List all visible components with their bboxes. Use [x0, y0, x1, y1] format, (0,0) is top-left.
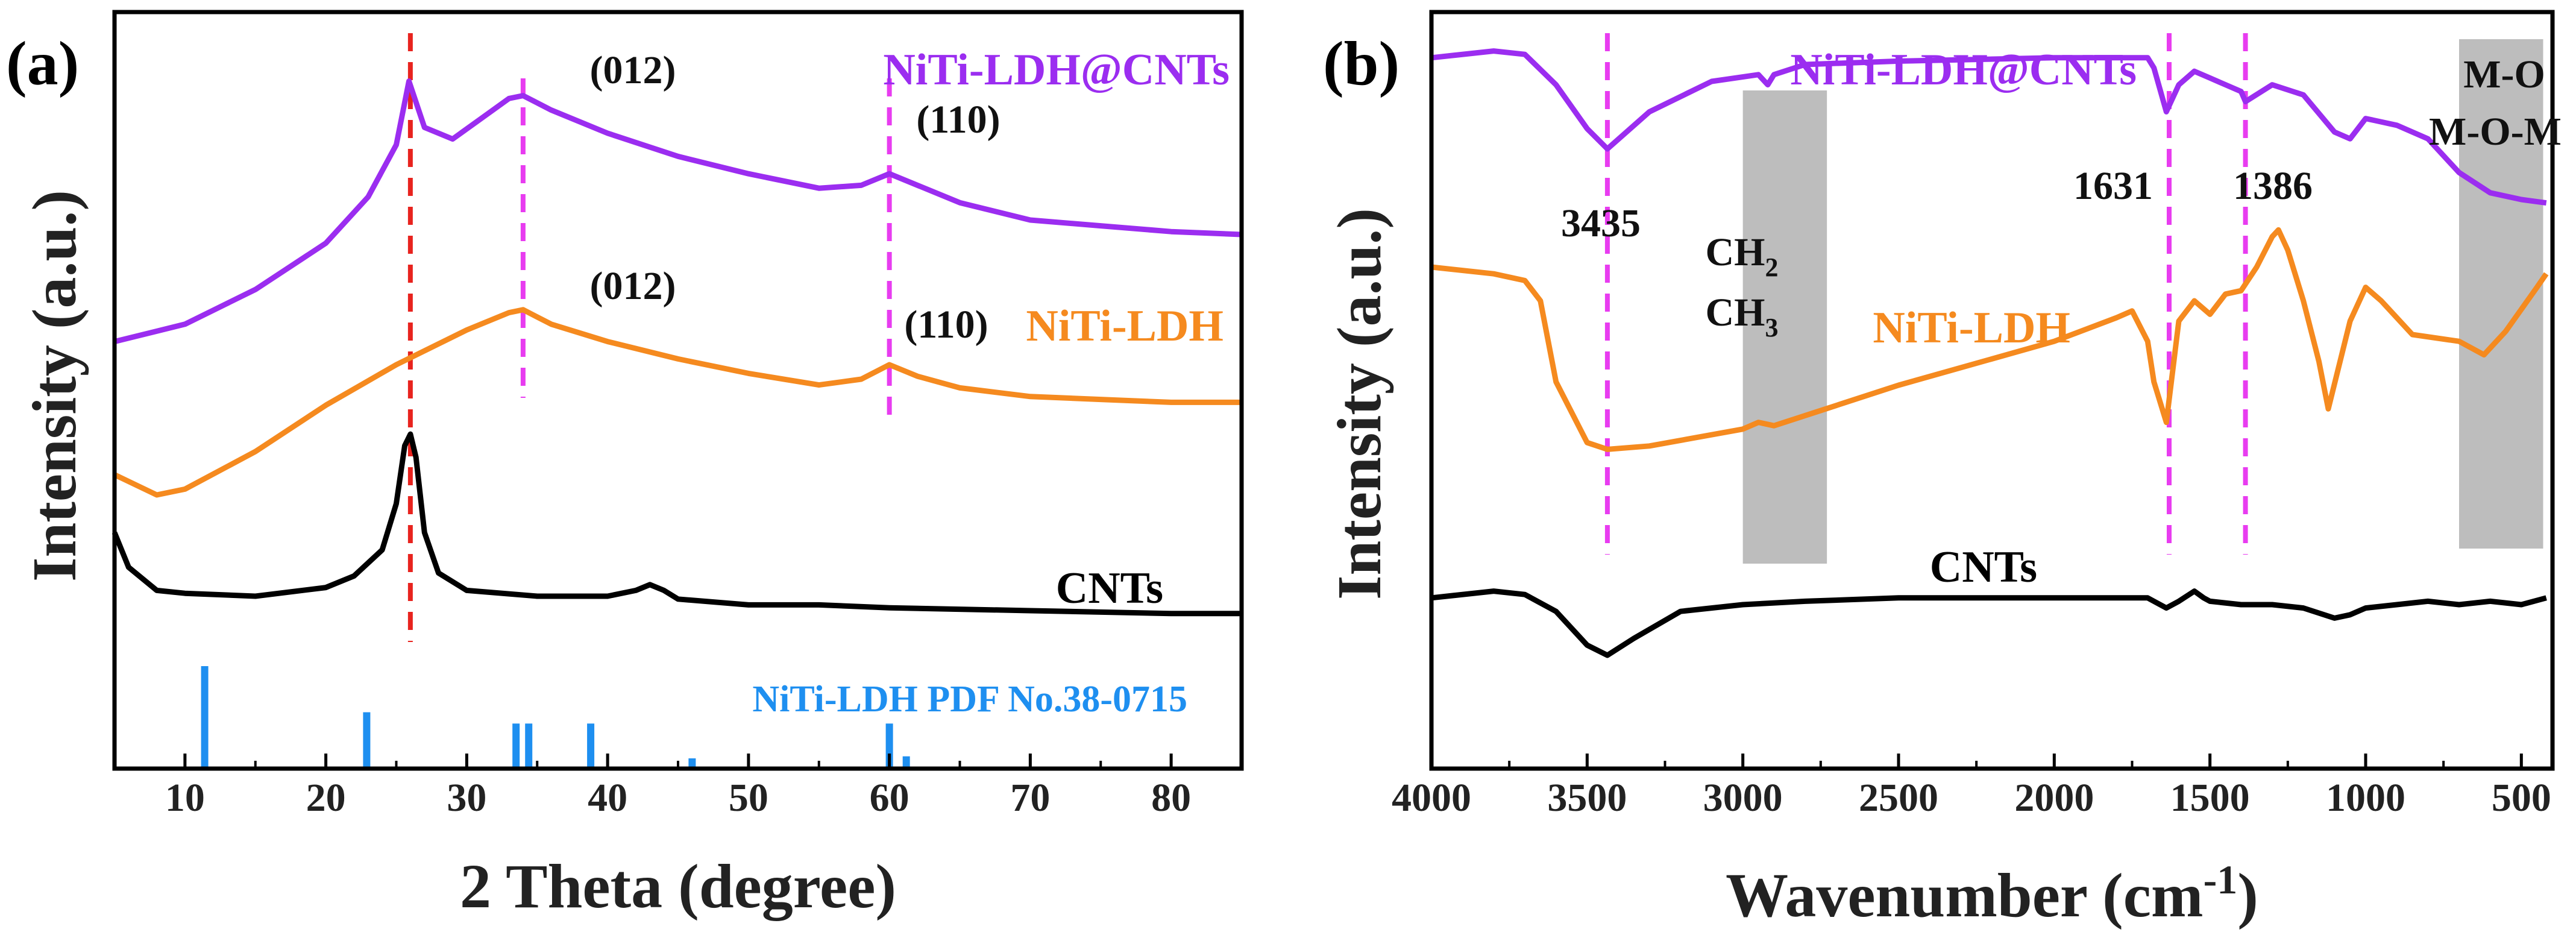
panel-b-label-niti-ldh-cnts: NiTi-LDH@CNTs	[1790, 45, 2137, 95]
x-tick-label-40: 40	[588, 776, 627, 820]
panel-a-peak-110-top: (110)	[916, 98, 1000, 142]
x-tick-label-3000: 3000	[1703, 776, 1783, 820]
panel-b-xlabel-main: Wavenumber (cm	[1726, 861, 2203, 930]
panel-a-ylabel: Intensity (a.u.)	[20, 190, 89, 582]
x-tick-label-1000: 1000	[2326, 776, 2405, 820]
series-niti-ldh	[1431, 227, 2549, 452]
band-ch2-text: CH	[1706, 230, 1765, 274]
panel-b-peak-3435: 3435	[1561, 201, 1641, 245]
band-ch3-sub: 3	[1765, 313, 1779, 342]
series-niti-ldh-cnts	[1431, 48, 2547, 206]
panel-b-band-ch3: CH3	[1706, 291, 1779, 342]
panel-a-label-niti-ldh: NiTi-LDH	[1026, 301, 1224, 351]
x-tick-label-3500: 3500	[1547, 776, 1627, 820]
panel-b-label: (b)	[1323, 29, 1400, 98]
x-tick-label-1500: 1500	[2170, 776, 2250, 820]
panel-b-xlabel: Wavenumber (cm-1)	[1726, 857, 2258, 930]
panel-a-label-reference: NiTi-LDH PDF No.38-0715	[752, 679, 1187, 720]
x-tick-label-80: 80	[1151, 776, 1191, 820]
panel-b-ylabel: Intensity (a.u.)	[1325, 208, 1394, 600]
x-tick-label-500: 500	[2492, 776, 2551, 820]
panel-b-xlabel-sup: -1	[2204, 857, 2238, 902]
panel-b-band-ch2: CH2	[1706, 230, 1779, 282]
panel-b-frame	[1429, 10, 2555, 771]
panel-a-peak-110-mid: (110)	[904, 303, 988, 347]
series-cnts	[112, 431, 1242, 617]
panel-a-label: (a)	[6, 29, 79, 98]
panel-b: (b) Intensity (a.u.) 4000 3500 3000 2500 200…	[1323, 10, 2562, 930]
series-cnts	[1431, 588, 2547, 658]
band-ch3-text: CH	[1706, 291, 1765, 335]
x-tick-label-2500: 2500	[1859, 776, 1938, 820]
x-tick-label-30: 30	[447, 776, 486, 820]
x-tick-label-60: 60	[870, 776, 909, 820]
shaded-band-0	[1742, 90, 1827, 564]
panel-b-peak-1386: 1386	[2233, 164, 2313, 208]
series-niti-ldh-cnts	[113, 78, 1242, 344]
panel-b-label-niti-ldh: NiTi-LDH	[1873, 303, 2070, 353]
panel-a-peak-012-mid: (012)	[590, 264, 676, 308]
x-tick-label-4000: 4000	[1392, 776, 1471, 820]
series-niti-ldh	[113, 307, 1242, 498]
band-ch2-sub: 2	[1765, 253, 1779, 282]
panel-a-x-ticks: 10 20 30 40 50 60 70 80	[113, 754, 1243, 820]
panel-a-peak-012-top: (012)	[590, 48, 676, 92]
x-tick-label-50: 50	[729, 776, 768, 820]
x-tick-label-10: 10	[165, 776, 205, 820]
panel-a: (a) Intensity (a.u.) 10 20 30 40 50 60 70 80 2 …	[6, 10, 1244, 921]
panel-a-plot-area	[112, 33, 1242, 769]
x-tick-label-70: 70	[1010, 776, 1050, 820]
x-tick-label-20: 20	[306, 776, 346, 820]
panel-b-band-mom: M-O-M	[2429, 110, 2562, 154]
panel-b-plot-area	[1431, 33, 2549, 658]
panel-b-peak-1631: 1631	[2073, 164, 2153, 208]
panel-b-band-mo: M-O	[2463, 52, 2545, 96]
panel-b-xlabel-suffix: )	[2237, 861, 2258, 930]
panel-a-xlabel: 2 Theta (degree)	[460, 852, 896, 921]
x-tick-label-2000: 2000	[2014, 776, 2094, 820]
panel-b-label-cnts: CNTs	[1930, 543, 2037, 592]
panel-b-x-ticks: 4000 3500 3000 2500 2000 1500 1000 500	[1392, 754, 2551, 820]
panel-a-label-cnts: CNTs	[1056, 564, 1163, 613]
panel-a-frame	[112, 10, 1244, 771]
panel-a-label-niti-ldh-cnts: NiTi-LDH@CNTs	[883, 45, 1230, 95]
